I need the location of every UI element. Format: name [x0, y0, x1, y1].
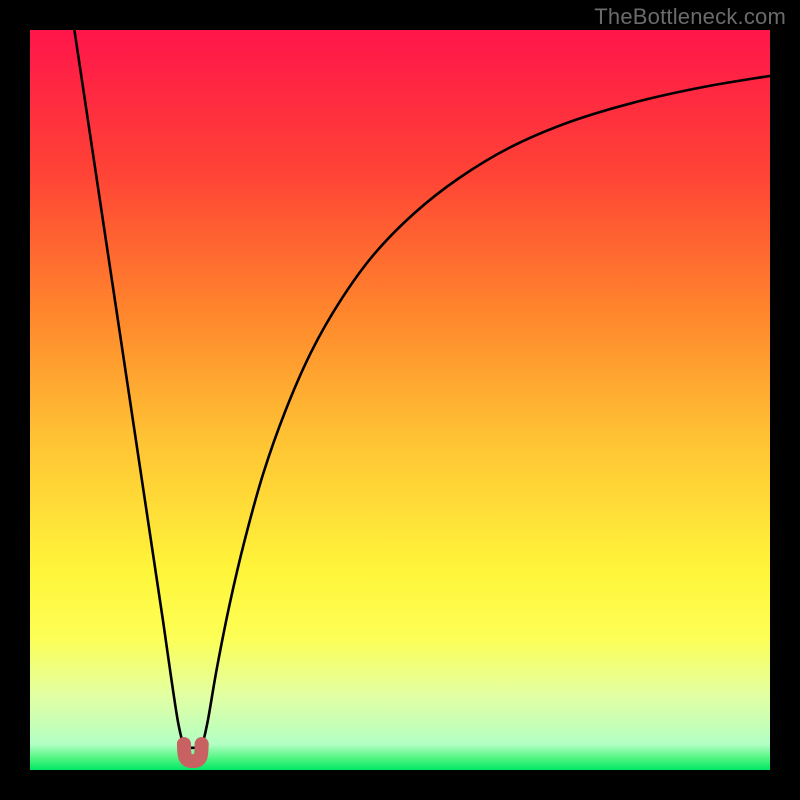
gradient-background — [30, 30, 770, 770]
optimum-marker-dot-right — [195, 737, 209, 751]
chart-svg — [0, 0, 800, 800]
plot-area — [30, 30, 770, 770]
chart-container: TheBottleneck.com — [0, 0, 800, 800]
optimum-marker-dot-left — [177, 737, 191, 751]
watermark-text: TheBottleneck.com — [594, 4, 786, 30]
